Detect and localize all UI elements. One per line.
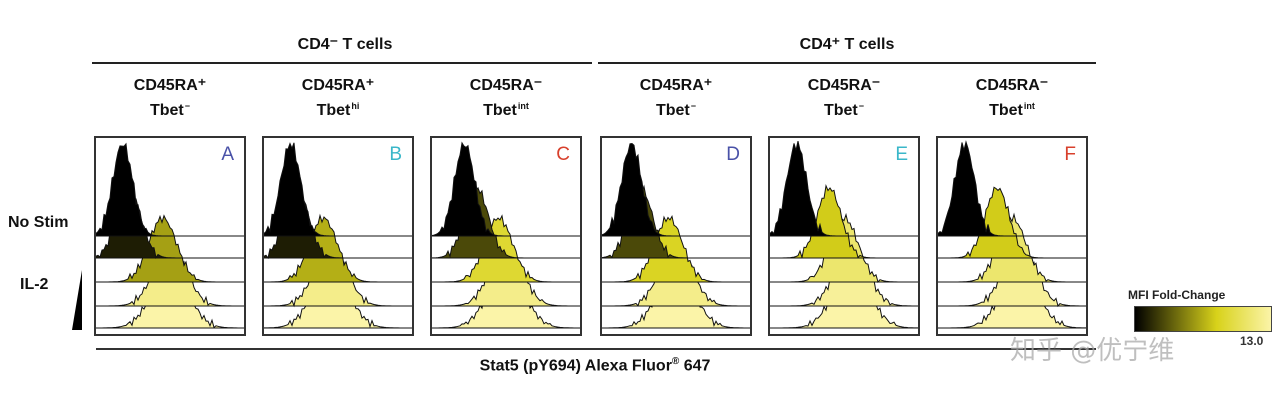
histogram-panel-a: A (94, 136, 246, 336)
histogram-plot (602, 142, 750, 329)
column-label-tbet: Tbet (149, 102, 184, 119)
panel-letter: D (726, 144, 740, 165)
group-label-cd4neg: CD4⁻ T cells (297, 36, 393, 53)
histogram-trace-row-1 (96, 142, 244, 237)
x-axis-rule (96, 348, 1096, 350)
histogram-trace-row-3 (432, 214, 580, 283)
column-label-line1: CD45RA⁺ (301, 77, 375, 94)
column-label-f: CD45RA⁻ Tbetint (942, 76, 1082, 121)
histogram-plot (264, 142, 412, 329)
row-label-no-stim: No Stim (8, 214, 69, 231)
histogram-plot (96, 142, 244, 329)
column-label-line2: Tbetint (942, 96, 1082, 121)
histogram-panel-e: E (768, 136, 920, 336)
column-label-tbet-level: − (184, 101, 191, 111)
histogram-trace-row-1 (602, 142, 750, 237)
column-label-tbet: Tbet (316, 102, 351, 119)
histogram-plot (432, 141, 580, 329)
histogram-trace-row-1 (938, 140, 1086, 237)
histogram-trace-row-3 (96, 214, 244, 283)
column-label-line2: Tbet− (606, 96, 746, 121)
watermark: 知乎 @优宁维 (1010, 336, 1175, 366)
histogram-trace-row-2 (770, 184, 918, 259)
histogram-trace-row-2 (938, 186, 1086, 259)
histogram-trace-row-1 (432, 141, 580, 237)
histogram-trace-row-1 (770, 140, 918, 237)
column-label-line1: CD45RA⁺ (639, 77, 713, 94)
column-label-e: CD45RA⁻ Tbet− (774, 76, 914, 121)
group-label-cd4pos: CD4⁺ T cells (799, 36, 895, 53)
colorbar-title: MFI Fold-Change (1128, 288, 1226, 302)
panel-letter: B (389, 144, 402, 165)
histogram-panel-c: C (430, 136, 582, 336)
row-label-il2: IL-2 (20, 276, 49, 293)
column-label-tbet: Tbet (989, 102, 1023, 119)
panel-letter: A (221, 144, 234, 165)
histogram-panel-d: D (600, 136, 752, 336)
histogram-plot (938, 140, 1086, 329)
column-label-c: CD45RA⁻ Tbetint (436, 76, 576, 121)
group-rule-cd4pos (598, 62, 1096, 64)
column-label-tbet-level: int (517, 101, 529, 111)
column-label-line2: Tbethi (268, 96, 408, 121)
stimulus-gradient-wedge (72, 270, 82, 330)
histogram-trace-row-1 (264, 142, 412, 237)
panel-letter: C (556, 144, 570, 165)
column-label-line2: Tbet− (774, 96, 914, 121)
x-axis-title-suffix: 647 (679, 357, 711, 375)
histogram-panel-f: F (936, 136, 1088, 336)
x-axis-title-registered: ® (671, 356, 680, 367)
column-label-tbet: Tbet (483, 102, 517, 119)
column-label-line1: CD45RA⁻ (975, 77, 1049, 94)
column-label-tbet: Tbet (823, 102, 858, 119)
histogram-trace-row-3 (264, 213, 412, 283)
panel-letter: E (895, 144, 908, 165)
column-label-tbet-level: − (690, 101, 697, 111)
column-label-a: CD45RA⁺ Tbet− (100, 76, 240, 121)
group-rule-cd4neg (92, 62, 592, 64)
column-label-line2: Tbetint (436, 96, 576, 121)
histogram-plot (770, 140, 918, 329)
column-label-tbet-level: int (1023, 101, 1035, 111)
colorbar-max-label: 13.0 (1240, 334, 1264, 348)
column-label-line1: CD45RA⁻ (469, 77, 543, 94)
x-axis-title-text: Stat5 (pY694) Alexa Fluor (479, 357, 672, 375)
column-label-b: CD45RA⁺ Tbethi (268, 76, 408, 121)
column-label-line1: CD45RA⁺ (133, 77, 207, 94)
colorbar (1134, 306, 1272, 332)
histogram-trace-row-3 (602, 215, 750, 283)
histogram-panel-b: B (262, 136, 414, 336)
column-label-line1: CD45RA⁻ (807, 77, 881, 94)
column-label-d: CD45RA⁺ Tbet− (606, 76, 746, 121)
x-axis-title: Stat5 (pY694) Alexa Fluor® 647 (0, 356, 1190, 375)
column-label-tbet: Tbet (655, 102, 690, 119)
column-label-tbet-level: − (858, 101, 865, 111)
column-label-tbet-level: hi (351, 101, 360, 111)
column-label-line2: Tbet− (100, 96, 240, 121)
panel-letter: F (1064, 144, 1076, 165)
